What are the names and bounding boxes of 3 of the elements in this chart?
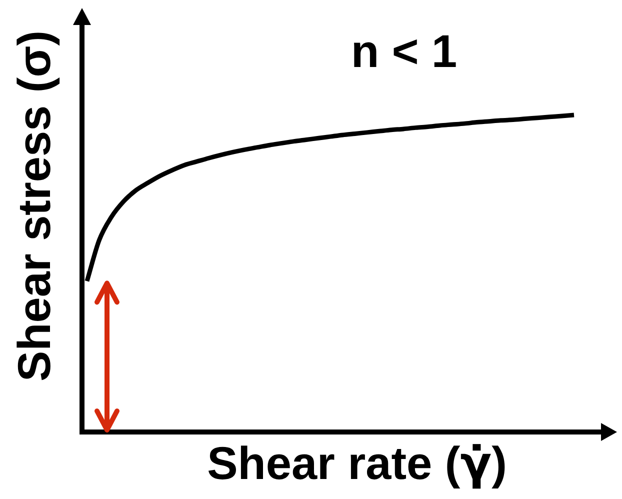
x-axis-title: Shear rate (γ̇) <box>207 436 507 490</box>
text: n < 1 <box>350 25 458 78</box>
y-axis-title: Shear stress (σ) <box>8 29 60 384</box>
